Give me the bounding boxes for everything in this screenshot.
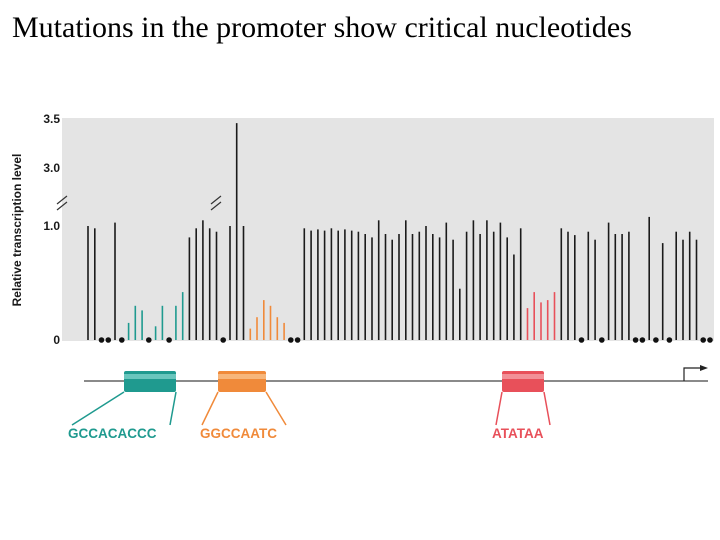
y-axis-label: Relative transcription level	[10, 154, 24, 307]
slide-title: Mutations in the promoter show critical …	[12, 11, 632, 44]
y-tick-label-3-5: 3.5	[43, 112, 60, 126]
plot-background	[62, 118, 714, 341]
y-tick-label-0: 0	[53, 333, 60, 347]
y-tick-label-1-0: 1.0	[43, 219, 60, 233]
zero-expression-dot	[98, 337, 105, 343]
zero-expression-dot	[294, 337, 301, 343]
zero-expression-dot	[653, 337, 659, 343]
zero-expression-dot	[119, 337, 125, 343]
gc-box-element	[71, 371, 177, 426]
zero-expression-dot	[707, 337, 713, 343]
zero-expression-dot	[166, 337, 172, 343]
zero-expression-dot	[599, 337, 605, 343]
zero-expression-dot	[639, 337, 646, 343]
zero-expression-dot	[146, 337, 152, 343]
caat-box-sequence-label: GGCCAATC	[200, 426, 277, 441]
y-tick-label-3-0: 3.0	[43, 161, 60, 175]
transcription-start-arrow	[683, 367, 704, 381]
arrow-head-icon	[700, 365, 708, 371]
zero-expression-dot	[700, 337, 706, 343]
bar-break-mark	[210, 195, 222, 211]
tata-box-element	[495, 371, 551, 426]
bars-layer	[87, 123, 713, 343]
caat-box-element	[201, 371, 287, 426]
zero-expression-dot	[220, 337, 226, 343]
zero-expression-dot	[288, 337, 294, 343]
zero-expression-dot	[105, 337, 112, 343]
tata-box-sequence-label: ATATAA	[492, 426, 544, 441]
zero-expression-dot	[578, 337, 585, 343]
axis-break-mark	[56, 195, 68, 211]
gc-box-sequence-label: GCCACACCC	[68, 426, 157, 441]
zero-expression-dot	[666, 337, 673, 343]
zero-expression-dot	[632, 337, 639, 343]
